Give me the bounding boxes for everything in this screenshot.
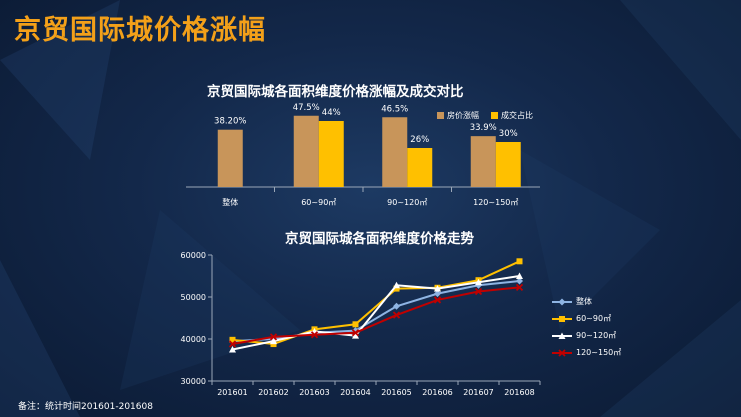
legend-swatch-marker — [558, 298, 566, 305]
series-point-2 — [434, 285, 441, 292]
series-point-3 — [269, 333, 278, 341]
series-point-3 — [433, 296, 442, 304]
series-point-2 — [352, 332, 359, 339]
line-x-tick-label: 201601 — [217, 388, 248, 397]
series-point-0 — [516, 277, 523, 285]
page-title: 京贸国际城价格涨幅 — [14, 15, 266, 46]
marker-stroke — [310, 331, 319, 339]
line-legend-label: 整体 — [576, 297, 592, 306]
line-legend-item: 60~90㎡ — [552, 310, 621, 327]
marker-stroke — [474, 287, 483, 296]
legend-swatch-marker — [559, 315, 565, 322]
series-point-3 — [474, 287, 483, 296]
series-point-2 — [270, 337, 277, 345]
legend-label-price: 房价涨幅 — [447, 111, 479, 120]
line-legend-item: 120~150㎡ — [552, 344, 621, 361]
series-point-3 — [351, 329, 360, 337]
line-x-tick-label: 201604 — [340, 388, 371, 397]
bar-price — [293, 115, 319, 187]
series-point-3 — [228, 340, 237, 348]
series-point-3 — [515, 283, 524, 291]
legend-swatch-price — [437, 112, 444, 119]
bar-data-label: 33.9% — [470, 123, 497, 133]
series-point-3 — [310, 331, 319, 339]
series-point-0 — [434, 290, 441, 298]
bar-category-label: 60~90㎡ — [301, 198, 336, 207]
marker-stroke — [558, 348, 566, 357]
series-line-0 — [232, 280, 520, 343]
bar-data-label: 26% — [410, 135, 429, 145]
series-point-1 — [229, 336, 236, 343]
line-y-tick-label: 50000 — [181, 293, 206, 302]
line-x-tick-label: 201606 — [422, 388, 453, 397]
bar-price — [382, 117, 408, 187]
bar-price — [470, 136, 496, 187]
line-legend-label: 60~90㎡ — [576, 314, 612, 323]
legend-label-share: 成交占比 — [501, 111, 533, 120]
bar-price — [217, 129, 243, 187]
marker-stroke — [351, 329, 360, 337]
legend-item-share: 成交占比 — [491, 110, 533, 121]
bar-chart-title: 京贸国际城各面积维度价格涨幅及成交对比 — [207, 84, 464, 100]
line-x-tick-label: 201608 — [504, 388, 535, 397]
series-line-1 — [232, 260, 520, 346]
series-line-3 — [232, 286, 520, 346]
line-x-tick-label: 201602 — [258, 388, 289, 397]
line-legend-item: 90~120㎡ — [552, 327, 621, 344]
line-legend-swatch — [552, 348, 572, 357]
bar-data-label: 30% — [499, 129, 518, 139]
line-y-tick-label: 60000 — [181, 251, 206, 260]
line-legend-label: 90~120㎡ — [576, 331, 617, 340]
footnote: 备注：统计时间201601-201608 — [18, 402, 153, 412]
legend-swatch-share — [491, 112, 498, 119]
series-point-2 — [516, 272, 523, 279]
series-point-1 — [516, 258, 523, 265]
line-chart-title: 京贸国际城各面积维度价格走势 — [285, 231, 474, 247]
line-x-tick-label: 201607 — [463, 388, 494, 397]
line-legend-label: 120~150㎡ — [576, 348, 622, 357]
marker-stroke — [433, 296, 442, 304]
bar-category-label: 整体 — [222, 197, 238, 207]
line-legend-swatch — [552, 298, 572, 305]
legend-swatch-marker — [558, 332, 566, 339]
marker-stroke — [269, 333, 278, 341]
series-point-1 — [352, 321, 359, 328]
series-point-2 — [229, 346, 236, 353]
series-point-2 — [393, 281, 400, 289]
series-point-1 — [393, 285, 400, 292]
line-y-tick-label: 40000 — [181, 335, 206, 344]
bar-category-label: 120~150㎡ — [473, 198, 518, 207]
marker-stroke — [228, 340, 237, 348]
bar-category-label: 90~120㎡ — [387, 198, 427, 207]
bar-data-label: 38.20% — [214, 117, 246, 127]
bar-share — [407, 148, 433, 187]
bar-share — [318, 121, 344, 187]
bar-data-label: 44% — [322, 108, 341, 118]
bar-data-label: 46.5% — [381, 104, 408, 114]
marker-stroke — [392, 311, 401, 319]
legend-item-price: 房价涨幅 — [437, 110, 479, 121]
line-legend-swatch — [552, 332, 572, 339]
bar-legend: 房价涨幅 成交占比 — [437, 110, 533, 121]
line-legend: 整体 60~90㎡ 90~120㎡ 120~150㎡ — [552, 293, 621, 361]
series-line-2 — [232, 275, 520, 351]
marker-stroke — [515, 283, 524, 291]
line-x-tick-label: 201603 — [299, 388, 330, 397]
bar-share — [495, 142, 521, 187]
line-y-tick-label: 30000 — [181, 377, 206, 386]
series-point-0 — [393, 302, 400, 310]
line-legend-swatch — [552, 315, 572, 322]
series-point-2 — [475, 278, 482, 286]
series-point-3 — [392, 311, 401, 319]
bar-data-label: 47.5% — [293, 103, 320, 113]
line-legend-item: 整体 — [552, 293, 621, 310]
legend-swatch-marker — [558, 348, 566, 357]
line-x-tick-label: 201605 — [381, 388, 412, 397]
